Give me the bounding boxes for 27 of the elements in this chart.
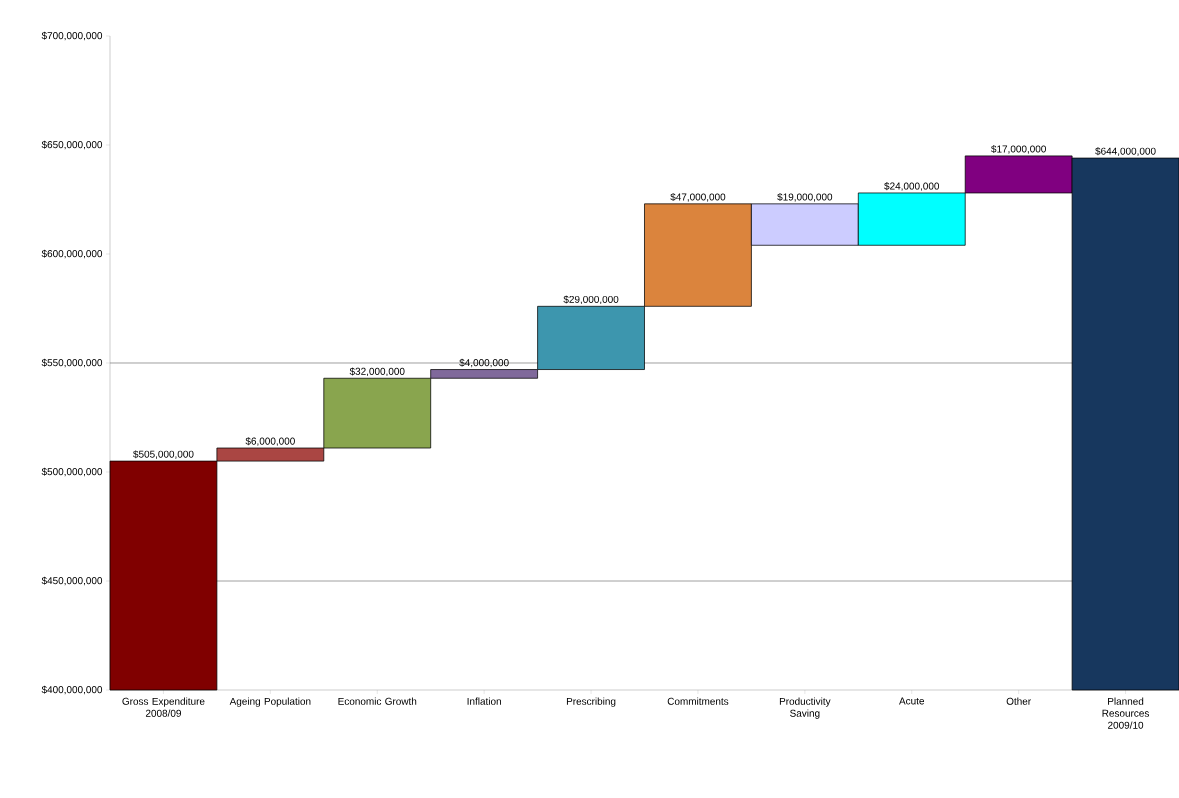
data-label: $29,000,000 — [563, 295, 619, 305]
x-tick-label: Productivity Saving — [779, 697, 831, 719]
x-tick-label: Commitments — [667, 697, 729, 705]
y-tick-label: $650,000,000 — [41, 140, 103, 150]
x-tick-label: Ageing Population — [229, 697, 311, 707]
x-tick-label: Acute — [899, 697, 925, 705]
data-label: $6,000,000 — [245, 437, 295, 446]
y-tick-label: $450,000,000 — [41, 576, 103, 586]
data-label: $47,000,000 — [670, 193, 726, 202]
x-tick-label: Gross Expenditure 2008/09 — [122, 697, 205, 717]
x-tick-label: Planned Resources 2009/10 — [1102, 697, 1149, 729]
data-label: $24,000,000 — [884, 182, 940, 191]
x-tick-label: Other — [1006, 697, 1031, 705]
y-tick-label: $600,000,000 — [41, 249, 103, 259]
x-tick-label: Economic Growth — [338, 697, 417, 705]
data-label: $17,000,000 — [991, 145, 1046, 154]
data-label: $644,000,000 — [1095, 147, 1156, 156]
x-tick-label: Inflation — [467, 697, 501, 705]
y-tick-label: $400,000,000 — [41, 685, 103, 695]
data-label: $32,000,000 — [349, 367, 405, 377]
y-tick-label: $700,000,000 — [41, 31, 103, 41]
x-tick-label: Prescribing — [566, 697, 616, 707]
data-label: $4,000,000 — [459, 358, 509, 368]
y-tick-label: $500,000,000 — [41, 467, 103, 477]
data-label: $19,000,000 — [777, 193, 833, 202]
data-label: $505,000,000 — [133, 450, 194, 459]
y-tick-label: $550,000,000 — [41, 358, 103, 368]
